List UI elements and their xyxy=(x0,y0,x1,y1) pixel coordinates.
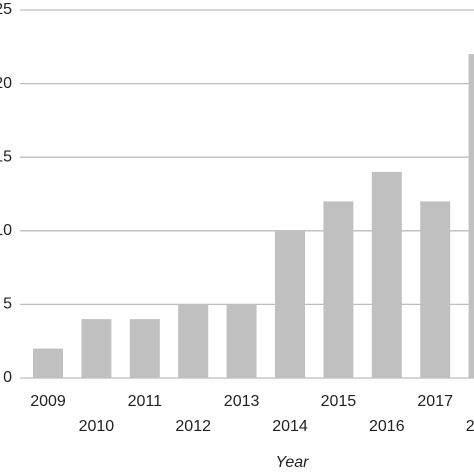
x-tick-label: 2014 xyxy=(272,418,308,435)
x-tick-label: 2011 xyxy=(128,393,163,410)
x-tick-label: 2010 xyxy=(79,418,115,435)
bar xyxy=(275,230,305,378)
x-tick-label: 2012 xyxy=(175,418,211,435)
x-tick-label: 2015 xyxy=(321,393,357,410)
bar xyxy=(129,319,160,378)
y-tick-label: 20 xyxy=(0,75,12,92)
y-tick-label: 5 xyxy=(3,296,12,313)
x-tick-label: 2009 xyxy=(30,393,66,410)
x-tick-label: 2016 xyxy=(369,418,405,435)
bar xyxy=(226,304,257,378)
bar xyxy=(178,304,209,378)
x-tick-label: 2017 xyxy=(417,393,453,410)
y-tick-label: 0 xyxy=(3,369,12,386)
x-tick-label: 2018 xyxy=(466,418,474,435)
x-tick-label: 2013 xyxy=(224,393,260,410)
bar xyxy=(323,201,354,378)
y-tick-label: 15 xyxy=(0,148,12,165)
bar xyxy=(81,319,112,378)
y-tick-label: 10 xyxy=(0,222,12,239)
y-tick-label: 25 xyxy=(0,1,12,18)
bar xyxy=(33,348,63,378)
bar xyxy=(420,201,451,378)
x-axis-label: Year xyxy=(276,454,310,471)
bar xyxy=(468,54,474,378)
bar xyxy=(371,171,402,378)
